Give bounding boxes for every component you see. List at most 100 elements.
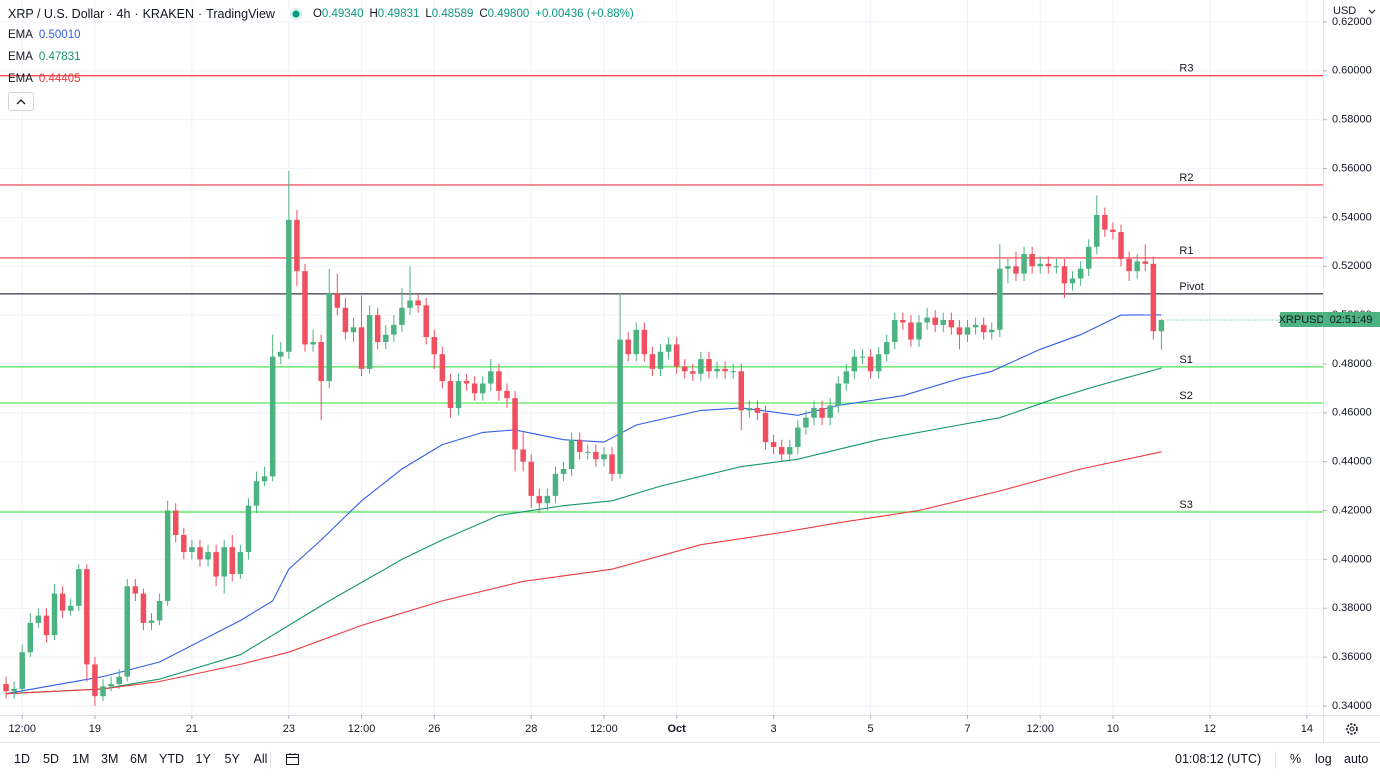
candle-body bbox=[189, 547, 195, 553]
x-tick-label: 12 bbox=[1204, 723, 1216, 735]
candle-body bbox=[714, 368, 720, 372]
ema-line bbox=[6, 367, 1162, 695]
candle-body bbox=[205, 552, 211, 560]
y-tick-label: 0.40000 bbox=[1332, 553, 1372, 565]
candle-body bbox=[883, 341, 890, 355]
candle-body bbox=[269, 356, 276, 477]
readout-key: L bbox=[425, 8, 432, 20]
candle-body bbox=[439, 354, 446, 382]
candle-body bbox=[536, 495, 543, 504]
candle-body bbox=[730, 371, 736, 373]
scale-option[interactable]: log bbox=[1315, 752, 1332, 766]
chart: 0.34000 0.36000 0.38000 0.40000 0.42000 0.440… bbox=[0, 0, 1380, 742]
candle-body bbox=[51, 593, 58, 636]
candle-body bbox=[843, 371, 850, 384]
ema-value: 0.44405 bbox=[38, 73, 81, 85]
candle-body bbox=[1126, 258, 1132, 272]
pivot-label: S1 bbox=[1179, 354, 1192, 366]
range-button[interactable]: 6M bbox=[130, 752, 148, 766]
candle-body bbox=[3, 683, 9, 692]
date-range-icon[interactable] bbox=[285, 751, 301, 767]
ema-legend-row: EMA 0.47831 bbox=[8, 51, 81, 63]
bottom-toolbar: 1D 5D 1M 3M 6M YTD 1Y 5Y All 01:08:12 (UTC)% log au… bbox=[0, 742, 1380, 776]
candle-body bbox=[787, 447, 793, 455]
candle-body bbox=[399, 307, 405, 325]
range-button[interactable]: 1Y bbox=[195, 752, 211, 766]
price-tag bbox=[1323, 312, 1380, 328]
readout-item: H0.49831 bbox=[369, 8, 419, 20]
plot-layer: R3 R2 R1 Pivot S1 S2 S3 bbox=[0, 63, 1323, 706]
currency-label: USD bbox=[1333, 5, 1356, 17]
candle-body bbox=[738, 371, 745, 411]
readout-item: L0.48589 bbox=[425, 8, 473, 20]
exchange: KRAKEN bbox=[142, 7, 194, 21]
scale-option[interactable]: % bbox=[1290, 752, 1302, 766]
pivot-label: Pivot bbox=[1179, 281, 1203, 293]
candle-body bbox=[625, 339, 631, 355]
x-tick-label: 28 bbox=[525, 723, 537, 735]
candle-body bbox=[302, 271, 308, 345]
pivot-label: R3 bbox=[1179, 63, 1193, 75]
candle-body bbox=[366, 315, 373, 369]
range-button[interactable]: 3M bbox=[101, 752, 119, 766]
ema-value: 0.50010 bbox=[38, 29, 81, 41]
candle-body bbox=[778, 447, 785, 455]
status-dot bbox=[289, 8, 302, 20]
ema-name: EMA bbox=[8, 73, 33, 85]
x-tick-label: 23 bbox=[283, 723, 295, 735]
candle-body bbox=[1142, 261, 1149, 264]
candle-body bbox=[229, 547, 236, 575]
candle-body bbox=[576, 439, 583, 452]
pivot-label: S2 bbox=[1179, 390, 1192, 402]
collapse-button[interactable] bbox=[8, 92, 34, 111]
candle-body bbox=[649, 354, 656, 369]
range-button[interactable]: 5D bbox=[43, 752, 59, 766]
ema-name: EMA bbox=[8, 51, 33, 63]
candle-body bbox=[1102, 214, 1108, 230]
separator: · bbox=[134, 7, 139, 21]
candle-body bbox=[1029, 254, 1035, 267]
symbol-tag bbox=[1280, 312, 1323, 328]
y-tick-label: 0.48000 bbox=[1332, 358, 1372, 370]
candle-body bbox=[1110, 229, 1116, 233]
range-button[interactable]: All bbox=[253, 752, 268, 766]
candle-body bbox=[156, 600, 163, 621]
y-tick-label: 0.54000 bbox=[1332, 211, 1372, 223]
candle-body bbox=[342, 307, 349, 333]
candle-body bbox=[237, 552, 244, 575]
x-tick-label: 10 bbox=[1107, 723, 1119, 735]
candle-body bbox=[520, 449, 526, 462]
candle-body bbox=[900, 320, 906, 323]
candle-body bbox=[827, 405, 833, 418]
candle-body bbox=[609, 454, 615, 474]
separator: · bbox=[197, 7, 203, 21]
candle-body bbox=[148, 620, 155, 623]
candle-body bbox=[835, 383, 841, 406]
candle-body bbox=[997, 268, 1003, 330]
x-tick-label: 14 bbox=[1301, 723, 1313, 735]
range-button[interactable]: 1M bbox=[72, 752, 90, 766]
scale-option[interactable]: auto bbox=[1344, 752, 1369, 766]
candle-body bbox=[423, 305, 429, 338]
pivot-label: S3 bbox=[1179, 499, 1192, 511]
y-tick-label: 0.58000 bbox=[1332, 114, 1372, 126]
clock[interactable]: 01:08:12 (UTC) bbox=[1175, 752, 1262, 766]
candle-body bbox=[568, 439, 575, 470]
candle-body bbox=[294, 219, 300, 272]
x-tick-label: 19 bbox=[89, 723, 101, 735]
readout-key: C bbox=[479, 8, 488, 20]
y-tick-label: 0.60000 bbox=[1332, 65, 1372, 77]
candle-body bbox=[665, 344, 672, 352]
range-button[interactable]: 1D bbox=[14, 752, 30, 766]
candle-body bbox=[488, 371, 494, 384]
candle-body bbox=[932, 317, 938, 325]
candle-body bbox=[1158, 320, 1165, 332]
settings-icon[interactable] bbox=[1346, 723, 1358, 735]
candle-body bbox=[754, 407, 761, 413]
candle-body bbox=[447, 381, 454, 408]
divider bbox=[270, 751, 271, 769]
range-button[interactable]: YTD bbox=[159, 752, 184, 766]
range-button[interactable]: 5Y bbox=[224, 752, 240, 766]
candle-body bbox=[601, 454, 607, 460]
